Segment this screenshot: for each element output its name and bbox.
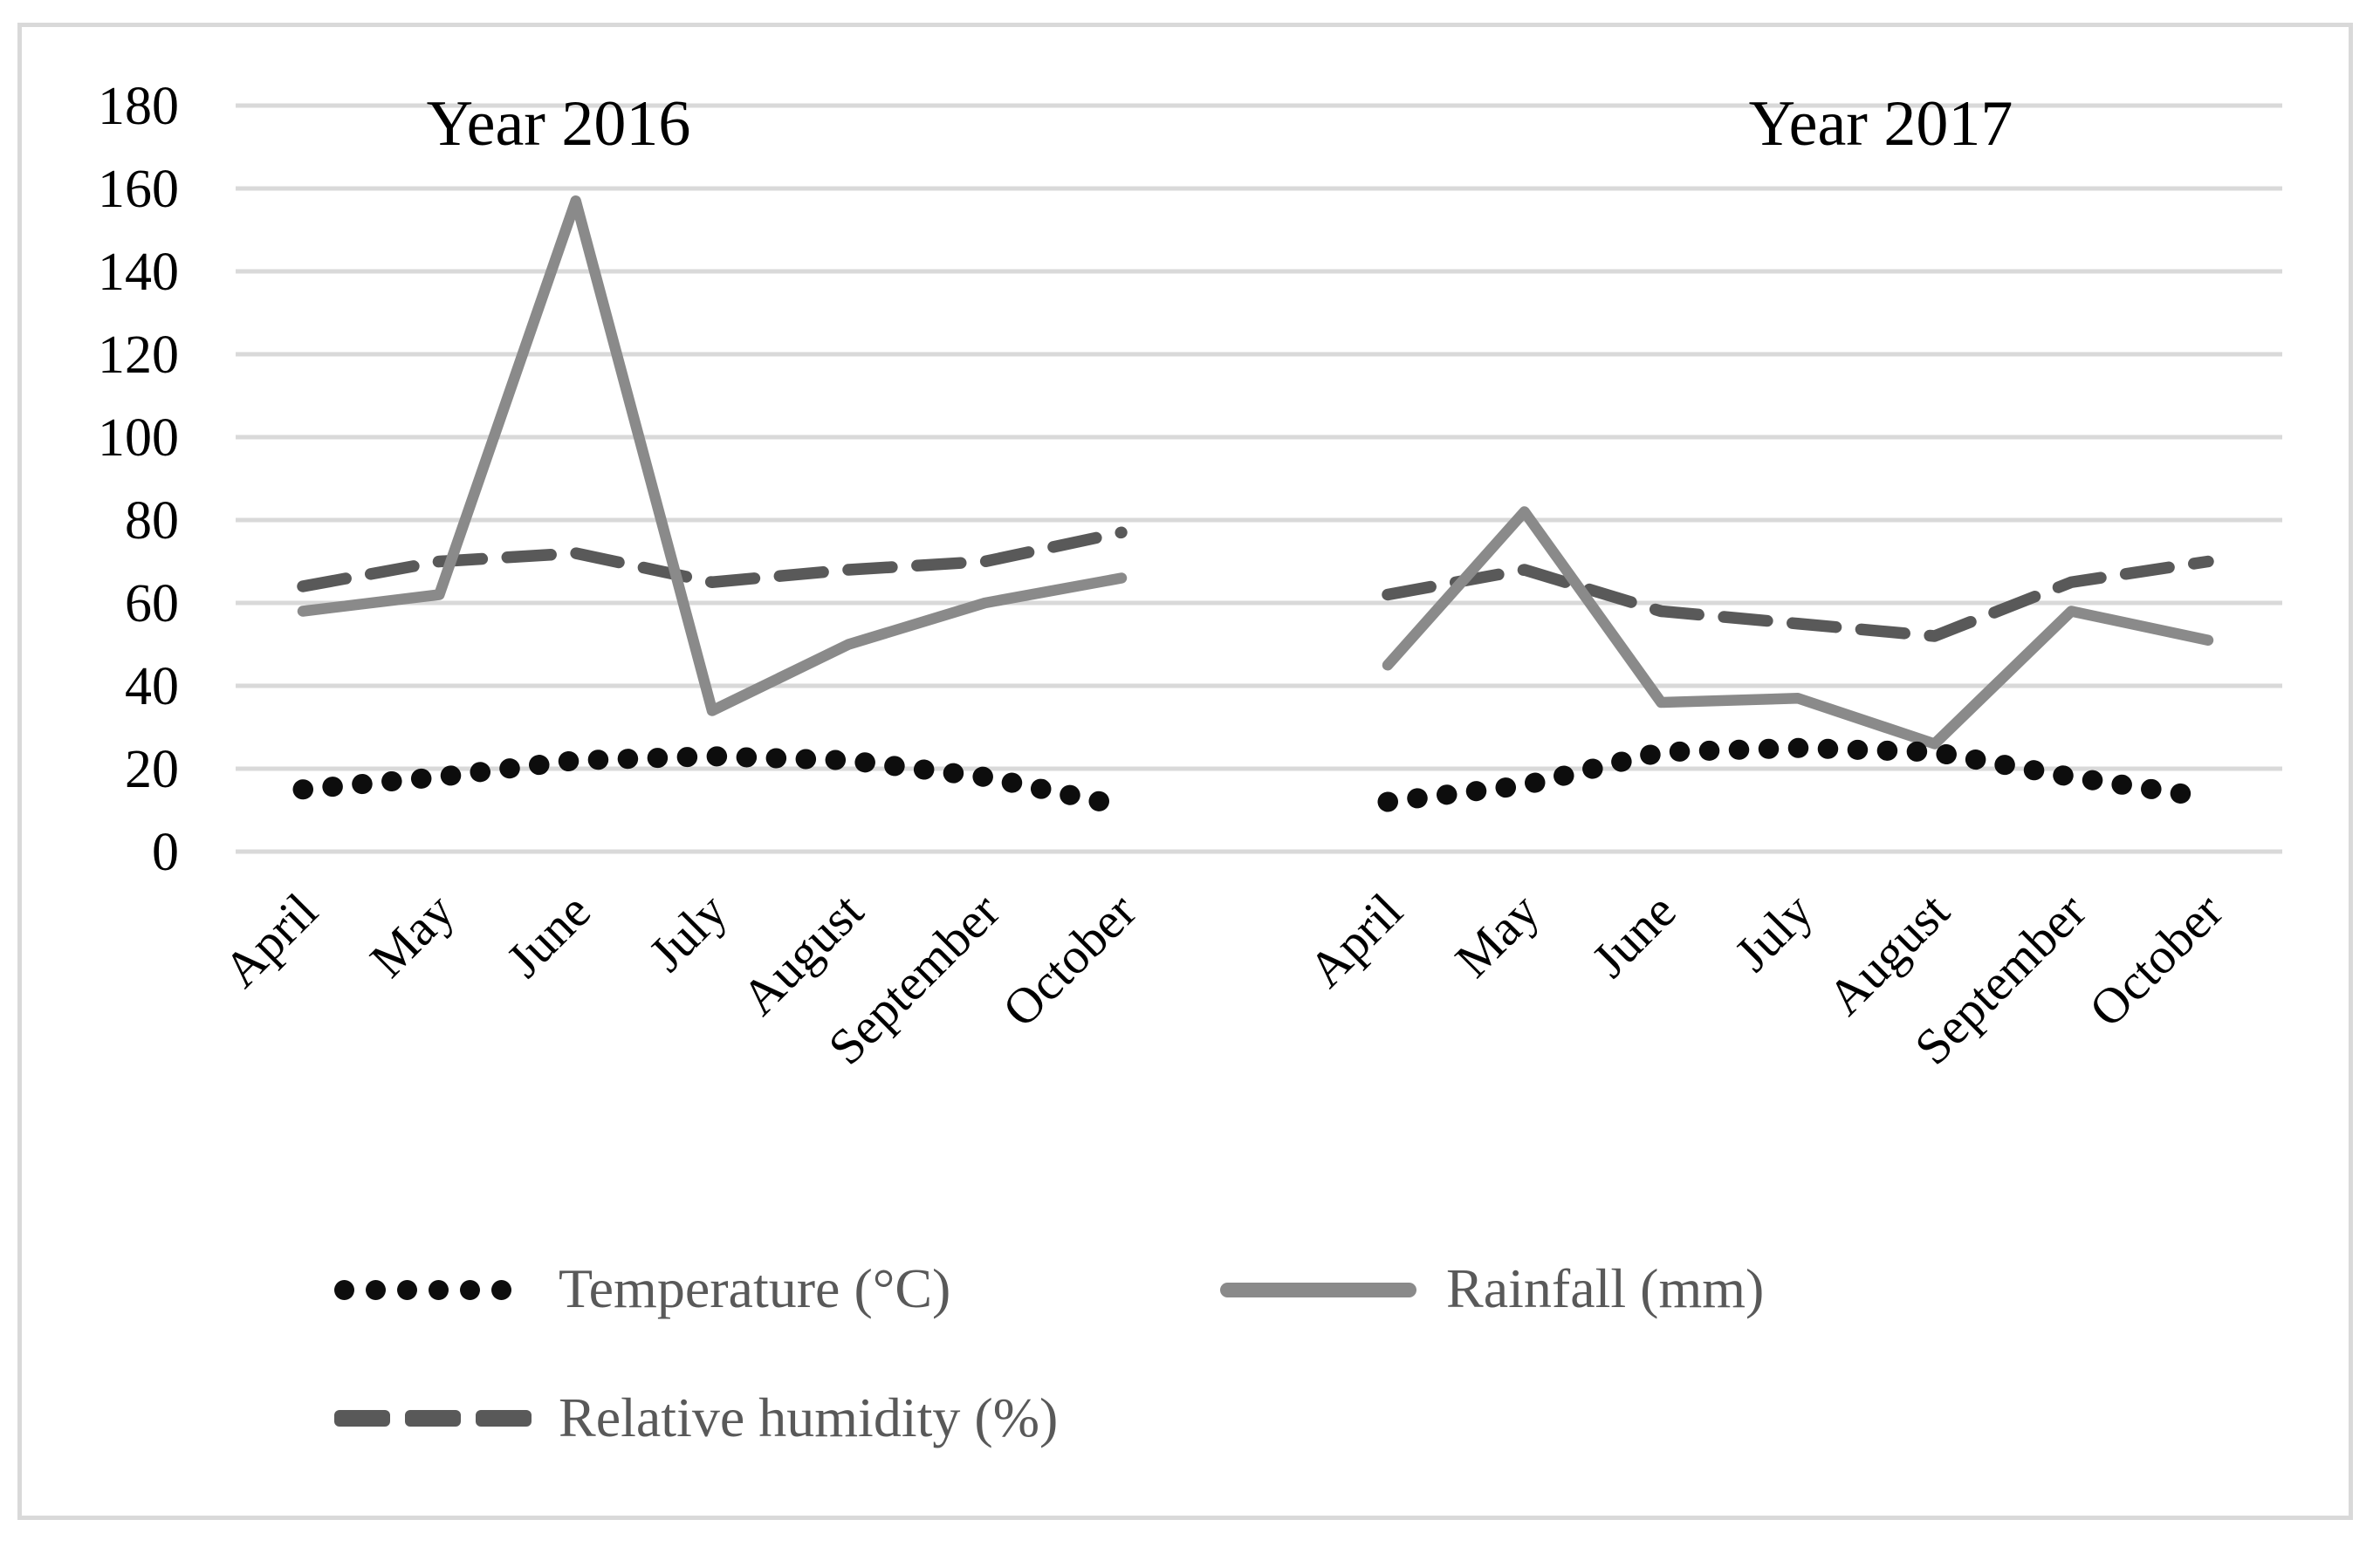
legend-humidity-dashed-swatch-icon (334, 1410, 532, 1427)
y-axis-tick-label-160: 160 (98, 160, 179, 219)
series-dashed-panel2 (1382, 555, 2214, 642)
x-axis-label-may-panel2: May (1444, 882, 1550, 988)
series-dotted-panel2 (1377, 737, 2219, 812)
x-axis-label-october-panel1: October (991, 882, 1147, 1037)
y-axis-tick-label-80: 80 (125, 491, 179, 551)
x-axis-label-october-panel2: October (2078, 882, 2233, 1037)
legend-rainfall-solid-swatch-icon (1220, 1283, 1416, 1297)
x-axis-label-june-panel1: June (496, 882, 601, 988)
x-axis-label-april-panel1: April (213, 882, 329, 998)
series-dashed-panel1 (297, 526, 1128, 592)
x-axis-label-may-panel1: May (359, 882, 464, 988)
y-axis-tick-label-40: 40 (125, 657, 179, 716)
x-axis-label-july-panel2: July (1724, 882, 1823, 982)
y-axis-tick-label-60: 60 (125, 574, 179, 633)
y-axis-tick-label-100: 100 (98, 408, 179, 468)
y-axis-tick-label-120: 120 (98, 325, 179, 385)
legend-temperature-dotted-swatch-icon (334, 1280, 511, 1300)
legend-label-temperature: Temperature (°C) (559, 1257, 951, 1319)
y-axis-tick-label-20: 20 (125, 740, 179, 799)
legend-label-relative-humidity: Relative humidity (%) (559, 1386, 1059, 1448)
series-solid-panel2 (1382, 506, 2214, 750)
panel-title-year-2017: Year 2017 (1748, 88, 2013, 160)
y-axis-tick-label-0: 0 (152, 823, 179, 882)
legend-label-rainfall: Rainfall (mm) (1446, 1257, 1765, 1319)
y-axis-tick-label-140: 140 (98, 243, 179, 302)
x-axis-label-june-panel2: June (1581, 882, 1686, 988)
x-axis-label-april-panel2: April (1298, 882, 1414, 998)
series-solid-panel1 (297, 195, 1128, 716)
panel-title-year-2016: Year 2016 (426, 88, 691, 160)
figure-border (17, 23, 2353, 1520)
series-dotted-panel1 (292, 746, 1132, 817)
y-axis-tick-label-180: 180 (98, 77, 179, 136)
x-axis-label-july-panel1: July (638, 882, 737, 982)
